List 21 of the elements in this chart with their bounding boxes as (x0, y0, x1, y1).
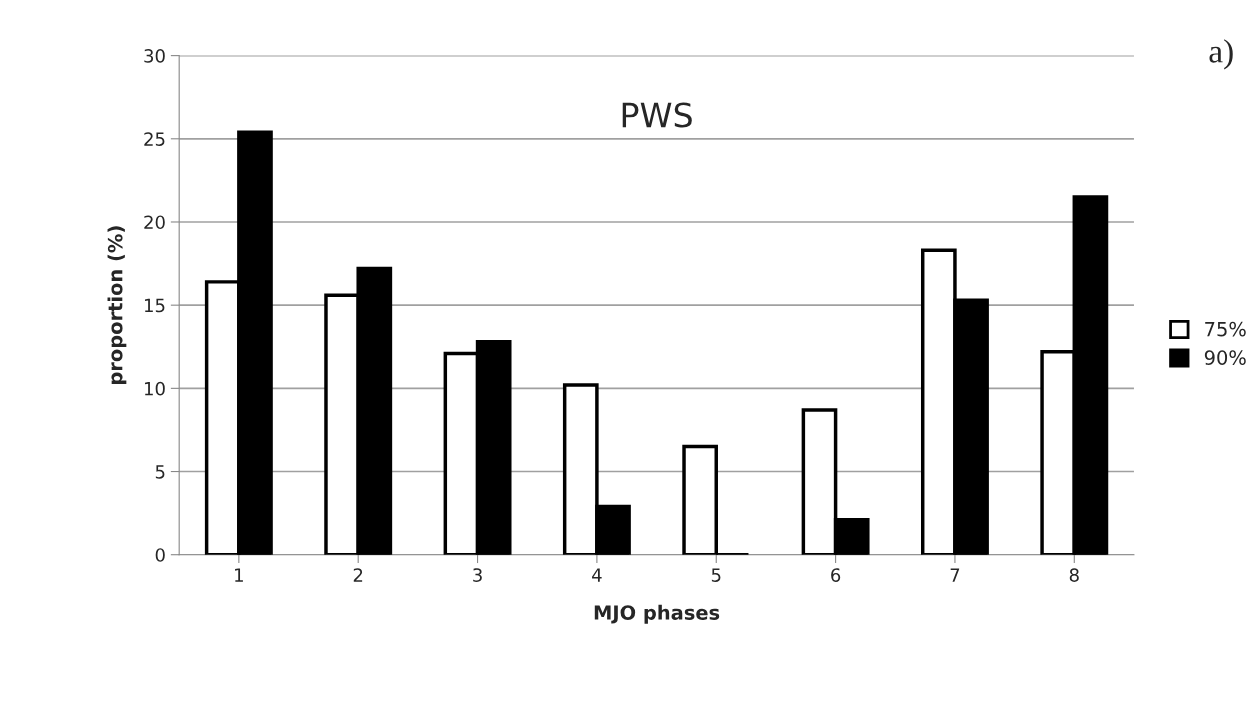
x-tick-label: 1 (235, 568, 243, 582)
x-tick-label: 7 (950, 568, 960, 582)
y-tick-label: 5 (155, 465, 165, 479)
text: a) (1209, 39, 1233, 70)
x-tick-label: 8 (1069, 568, 1079, 582)
y-tick-label: 30 (144, 49, 165, 63)
y-tick-label: 25 (144, 132, 165, 146)
x-tick-label: 4 (592, 568, 602, 582)
y-axis-title: proportion (%) (107, 226, 127, 384)
x-axis-title: MJO phases (594, 604, 720, 624)
y-tick-label: 10 (144, 381, 165, 396)
y-tick-label: 15 (144, 298, 165, 313)
legend-label: 90% (1204, 350, 1246, 366)
x-tick-label: 2 (353, 568, 363, 582)
y-tick-label: 20 (144, 215, 165, 230)
x-tick-label: 5 (711, 568, 721, 582)
x-tick-label: 6 (831, 568, 841, 582)
x-tick-label: 3 (473, 568, 482, 582)
text: PWS (622, 102, 692, 128)
legend-label: 75% (1205, 321, 1246, 337)
y-tick-label: 0 (155, 548, 165, 562)
